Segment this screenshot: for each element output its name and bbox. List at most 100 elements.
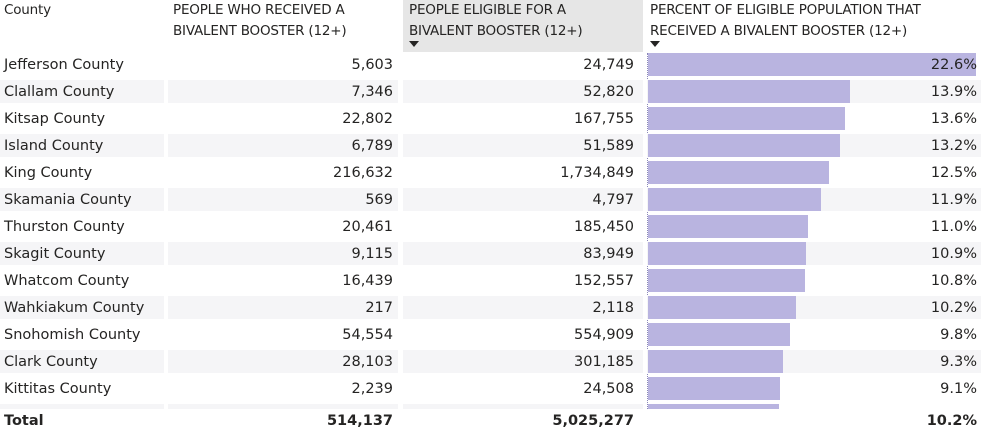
total-percent: 10.2% — [926, 413, 977, 429]
percent-label: 13.6% — [930, 111, 977, 127]
percent-bar — [648, 215, 808, 238]
eligible-cell: 554,909 — [574, 327, 634, 343]
percent-label: 10.9% — [930, 246, 977, 262]
received-cell: 2,239 — [351, 381, 393, 397]
percent-value: 9.8% — [647, 323, 981, 346]
received-cell: 22,802 — [342, 111, 393, 127]
percent-value: 22.6% — [647, 53, 981, 76]
percent-label: 22.6% — [930, 57, 977, 73]
received-cell: 6,789 — [168, 134, 398, 157]
eligible-cell: 24,749 — [583, 57, 634, 73]
table-row[interactable]: Whatcom County 16,439 152,557 10.8% — [0, 269, 981, 296]
received-cell: 217 — [168, 296, 398, 319]
column-header-percent[interactable]: PERCENT OF ELIGIBLE POPULATION THAT RECE… — [647, 0, 981, 52]
percent-value: 10.9% — [647, 242, 981, 265]
table-row[interactable]: Kitsap County 22,802 167,755 13.6% — [0, 107, 981, 134]
column-header-label-line2: BIVALENT BOOSTER (12+) — [173, 23, 347, 39]
percent-bar — [648, 80, 850, 103]
percent-value: 10.8% — [647, 269, 981, 292]
table-body: Jefferson County 5,603 24,749 22.6% Clallam … — [0, 53, 981, 404]
partial-row-cell — [0, 404, 164, 409]
eligible-cell: 152,557 — [574, 273, 634, 289]
percent-label: 13.9% — [930, 84, 977, 100]
percent-label: 13.2% — [930, 138, 977, 154]
percent-value: 13.9% — [647, 80, 981, 103]
total-label: Total — [4, 413, 44, 429]
county-cell: Clark County — [0, 350, 164, 373]
column-header-label-line2: BIVALENT BOOSTER (12+) — [409, 23, 583, 39]
eligible-cell: 24,508 — [583, 381, 634, 397]
percent-bar — [648, 350, 783, 373]
eligible-cell: 2,118 — [403, 296, 643, 319]
eligible-cell: 185,450 — [574, 219, 634, 235]
table-row[interactable]: Island County 6,789 51,589 13.2% — [0, 134, 981, 161]
county-cell: Snohomish County — [4, 327, 141, 343]
received-cell: 9,115 — [168, 242, 398, 265]
table-row[interactable]: King County 216,632 1,734,849 12.5% — [0, 161, 981, 188]
table-row[interactable]: Clark County 28,103 301,185 9.3% — [0, 350, 981, 377]
county-cell: Wahkiakum County — [0, 296, 164, 319]
percent-value: 13.6% — [647, 107, 981, 130]
eligible-cell: 4,797 — [403, 188, 643, 211]
eligible-cell: 167,755 — [574, 111, 634, 127]
county-cell: Jefferson County — [4, 57, 124, 73]
eligible-cell: 83,949 — [403, 242, 643, 265]
column-header-label-line1: PEOPLE ELIGIBLE FOR A — [409, 2, 566, 18]
table-row[interactable]: Jefferson County 5,603 24,749 22.6% — [0, 53, 981, 80]
percent-value: 11.0% — [647, 215, 981, 238]
percent-value: 11.9% — [647, 188, 981, 211]
percent-value: 9.3% — [647, 350, 981, 373]
percent-bar — [648, 134, 840, 157]
percent-bar — [648, 188, 821, 211]
received-cell: 28,103 — [168, 350, 398, 373]
percent-label: 9.8% — [940, 327, 977, 343]
eligible-cell: 301,185 — [403, 350, 643, 373]
table-row[interactable]: Snohomish County 54,554 554,909 9.8% — [0, 323, 981, 350]
county-cell: Whatcom County — [4, 273, 130, 289]
total-received: 514,137 — [326, 413, 393, 429]
county-cell: Skagit County — [0, 242, 164, 265]
column-header-label-line1: PERCENT OF ELIGIBLE POPULATION THAT — [650, 2, 921, 18]
partial-row-cell — [168, 404, 398, 409]
percent-bar — [648, 323, 790, 346]
percent-value: 9.1% — [647, 377, 981, 400]
percent-label: 11.9% — [930, 192, 977, 208]
table-row[interactable]: Skagit County 9,115 83,949 10.9% — [0, 242, 981, 269]
percent-bar — [648, 242, 806, 265]
table-row[interactable]: Skamania County 569 4,797 11.9% — [0, 188, 981, 215]
sort-descending-icon[interactable] — [650, 41, 660, 47]
percent-bar — [648, 53, 976, 76]
sort-descending-icon[interactable] — [409, 41, 419, 47]
percent-value: 10.2% — [647, 296, 981, 319]
percent-label: 10.8% — [930, 273, 977, 289]
percent-bar — [648, 377, 780, 400]
percent-value: 13.2% — [647, 134, 981, 157]
received-cell: 216,632 — [333, 165, 393, 181]
table-row[interactable]: Kittitas County 2,239 24,508 9.1% — [0, 377, 981, 404]
percent-bar — [648, 269, 805, 292]
eligible-cell: 52,820 — [403, 80, 643, 103]
column-header-eligible[interactable]: PEOPLE ELIGIBLE FOR A BIVALENT BOOSTER (… — [403, 0, 643, 52]
percent-bar — [648, 296, 796, 319]
partial-row-cell — [403, 404, 643, 409]
percent-bar — [648, 161, 829, 184]
percent-label: 9.3% — [940, 354, 977, 370]
received-cell: 569 — [168, 188, 398, 211]
table-row[interactable]: Clallam County 7,346 52,820 13.9% — [0, 80, 981, 107]
table-row[interactable]: Thurston County 20,461 185,450 11.0% — [0, 215, 981, 242]
county-cell: Kitsap County — [4, 111, 106, 127]
percent-label: 10.2% — [930, 300, 977, 316]
county-cell: Skamania County — [0, 188, 164, 211]
total-row: Total 514,137 5,025,277 10.2% — [0, 409, 981, 433]
table-row-partial — [0, 404, 981, 409]
received-cell: 16,439 — [342, 273, 393, 289]
column-header-label-line2: RECEIVED A BIVALENT BOOSTER (12+) — [650, 23, 908, 39]
column-header-received[interactable]: PEOPLE WHO RECEIVED A BIVALENT BOOSTER (… — [168, 0, 398, 52]
column-header-county[interactable]: County — [0, 0, 164, 52]
percent-label: 12.5% — [930, 165, 977, 181]
county-cell: Kittitas County — [4, 381, 112, 397]
percent-bar — [648, 107, 845, 130]
table-row[interactable]: Wahkiakum County 217 2,118 10.2% — [0, 296, 981, 323]
county-cell: Island County — [0, 134, 164, 157]
total-eligible: 5,025,277 — [552, 413, 634, 429]
